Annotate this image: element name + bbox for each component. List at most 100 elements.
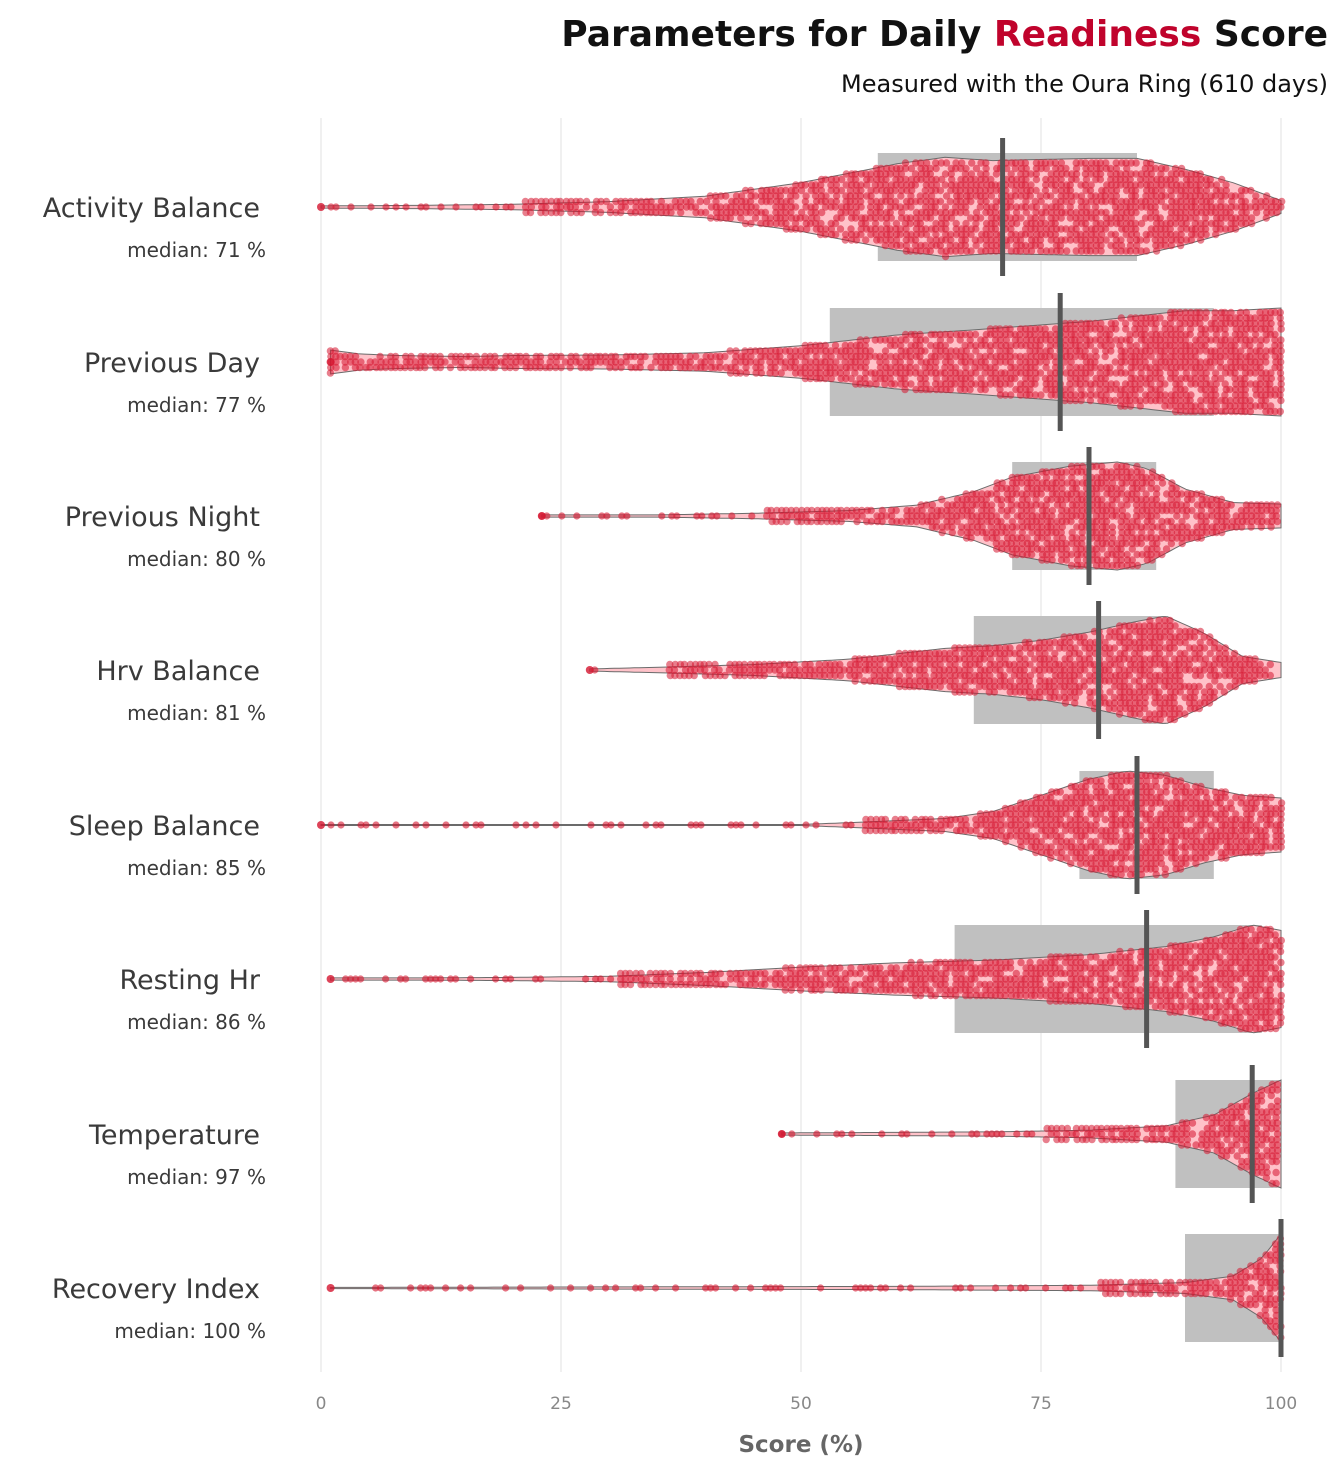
data-dot: [866, 208, 875, 217]
data-dot: [972, 164, 981, 173]
data-dot: [977, 170, 985, 178]
data-dot: [1047, 854, 1055, 862]
data-dot: [1057, 175, 1065, 184]
data-dot: [1081, 159, 1090, 167]
data-dot: [717, 214, 725, 222]
data-dot: [1077, 192, 1086, 200]
data-dot: [962, 203, 970, 211]
data-dot: [792, 192, 800, 200]
data-dot: [1188, 495, 1196, 504]
data-dot: [582, 203, 591, 211]
data-dot: [962, 230, 970, 239]
data-dot: [947, 170, 955, 178]
data-dot: [760, 671, 768, 680]
data-dot: [1082, 219, 1090, 228]
data-dot: [942, 219, 950, 228]
data-dot: [1188, 506, 1196, 515]
data-dot: [1041, 159, 1050, 167]
data-dot: [332, 203, 340, 211]
data-dot: [803, 225, 811, 233]
data-dot: [897, 186, 906, 195]
data-dot: [1057, 247, 1065, 255]
data-dot: [1057, 197, 1065, 206]
data-dot: [831, 203, 839, 211]
data-dot: [827, 197, 835, 206]
data-dot: [698, 512, 706, 520]
data-dot: [911, 241, 920, 250]
data-dot: [477, 203, 485, 211]
data-dot: [1077, 203, 1086, 211]
data-dot: [1032, 208, 1040, 217]
data-dot: [521, 203, 530, 211]
data-dot: [857, 181, 865, 189]
data-dot: [1101, 815, 1110, 824]
data-dot: [1011, 164, 1020, 173]
data-dot: [687, 197, 695, 206]
data-dot: [832, 192, 841, 200]
data-dot: [857, 225, 865, 233]
data-dot: [1032, 170, 1041, 178]
data-dot: [1027, 247, 1036, 255]
data-dot: [952, 225, 960, 233]
data-dot: [1125, 644, 1133, 652]
data-dot: [867, 192, 875, 200]
data-dot: [1036, 241, 1045, 250]
data-dot: [987, 175, 995, 184]
data-dot: [976, 236, 984, 244]
data-dot: [832, 175, 840, 184]
data-dot: [971, 330, 980, 339]
data-dot: [791, 186, 800, 195]
data-dot: [982, 159, 990, 167]
data-dot: [362, 821, 370, 829]
data-dot: [1067, 208, 1075, 217]
data-dot: [781, 203, 789, 211]
data-dot: [1087, 164, 1095, 173]
data-dot: [1012, 208, 1021, 217]
data-dot: [627, 197, 635, 206]
data-dot: [911, 236, 920, 244]
data-dot: [897, 170, 906, 178]
data-dot: [552, 821, 560, 829]
data-dot: [967, 534, 975, 542]
data-dot: [852, 208, 861, 217]
data-dot: [701, 363, 709, 372]
data-dot: [591, 203, 600, 211]
data-dot: [1107, 219, 1115, 228]
data-dot: [1047, 192, 1055, 200]
category-label: Activity Balance: [43, 193, 260, 224]
data-dot: [1142, 247, 1151, 255]
data-dot: [921, 203, 930, 211]
data-dot: [1081, 170, 1090, 178]
data-dot: [492, 203, 500, 211]
data-dot: [631, 208, 640, 217]
data-dot: [881, 181, 890, 189]
data-dot: [1153, 512, 1161, 520]
data-dot: [922, 230, 931, 239]
data-dot: [1042, 181, 1050, 189]
data-dot: [1098, 230, 1106, 239]
data-dot: [716, 203, 725, 211]
data-dot: [1082, 197, 1090, 206]
data-dot: [757, 369, 765, 377]
data-dot: [491, 363, 499, 372]
data-dot: [917, 159, 925, 167]
data-dot: [938, 495, 946, 504]
data-dot: [1047, 208, 1056, 217]
chart-title: Parameters for Daily Readiness Score: [561, 14, 1328, 55]
data-dot: [1081, 236, 1090, 244]
data-dot: [896, 175, 905, 184]
data-dot: [881, 241, 889, 250]
data-dot: [961, 170, 970, 178]
data-dot: [1167, 241, 1176, 250]
data-dot: [642, 203, 650, 211]
data-dot: [712, 197, 720, 206]
data-dot: [877, 225, 885, 233]
data-dot: [1016, 247, 1024, 255]
data-dot: [862, 181, 871, 189]
data-dot: [982, 247, 990, 255]
data-dot: [783, 517, 791, 526]
data-dot: [897, 214, 906, 222]
data-dot: [1021, 159, 1030, 167]
data-dot: [872, 230, 880, 239]
